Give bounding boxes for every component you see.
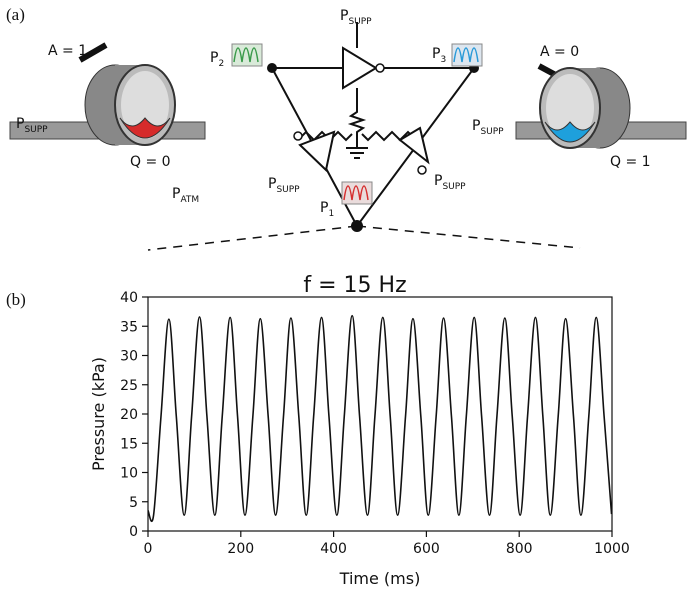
y-tick-label: 20: [120, 407, 138, 423]
panel-label: (b): [6, 290, 26, 309]
ring-oscillator: [147, 22, 581, 251]
y-tick-label: 25: [120, 378, 138, 394]
y-tick-label: 15: [120, 436, 138, 452]
y-tick-label: 5: [129, 495, 138, 511]
panel-label: (a): [6, 5, 25, 24]
x-tick-label: 800: [506, 541, 533, 557]
x-tick-label: 0: [144, 541, 153, 557]
label: PSUPP: [472, 118, 504, 137]
y-tick-label: 0: [129, 524, 138, 540]
x-tick-label: 1000: [594, 541, 630, 557]
chart: f = 15 Hz Time (ms) Pressure (kPa) 0 5 10 1…: [89, 273, 630, 588]
label: Q = 1: [610, 154, 651, 170]
label: P1: [320, 200, 334, 219]
label: PSUPP: [340, 8, 372, 27]
chart-title: f = 15 Hz: [303, 273, 406, 298]
label: P3: [432, 46, 446, 65]
label: Q = 0: [130, 154, 171, 170]
label: A = 1: [48, 43, 87, 59]
y-tick-label: 35: [120, 319, 138, 335]
label: PATM: [172, 186, 199, 205]
y-tick-label: 10: [120, 466, 138, 482]
x-tick-label: 600: [413, 541, 440, 557]
y-tick-label: 30: [120, 349, 138, 365]
label: A = 0: [540, 44, 579, 60]
valve-right: [515, 63, 687, 149]
valve-left: [9, 42, 206, 146]
label: P2: [210, 50, 224, 69]
label: PSUPP: [434, 173, 466, 192]
pressure-line: [147, 314, 613, 523]
y-axis-label: Pressure (kPa): [89, 357, 108, 471]
x-axis-label: Time (ms): [339, 569, 421, 588]
x-tick-label: 400: [320, 541, 347, 557]
label: PSUPP: [268, 176, 300, 195]
label: PSUPP: [16, 116, 48, 135]
x-tick-label: 200: [227, 541, 254, 557]
y-tick-label: 40: [120, 290, 138, 306]
